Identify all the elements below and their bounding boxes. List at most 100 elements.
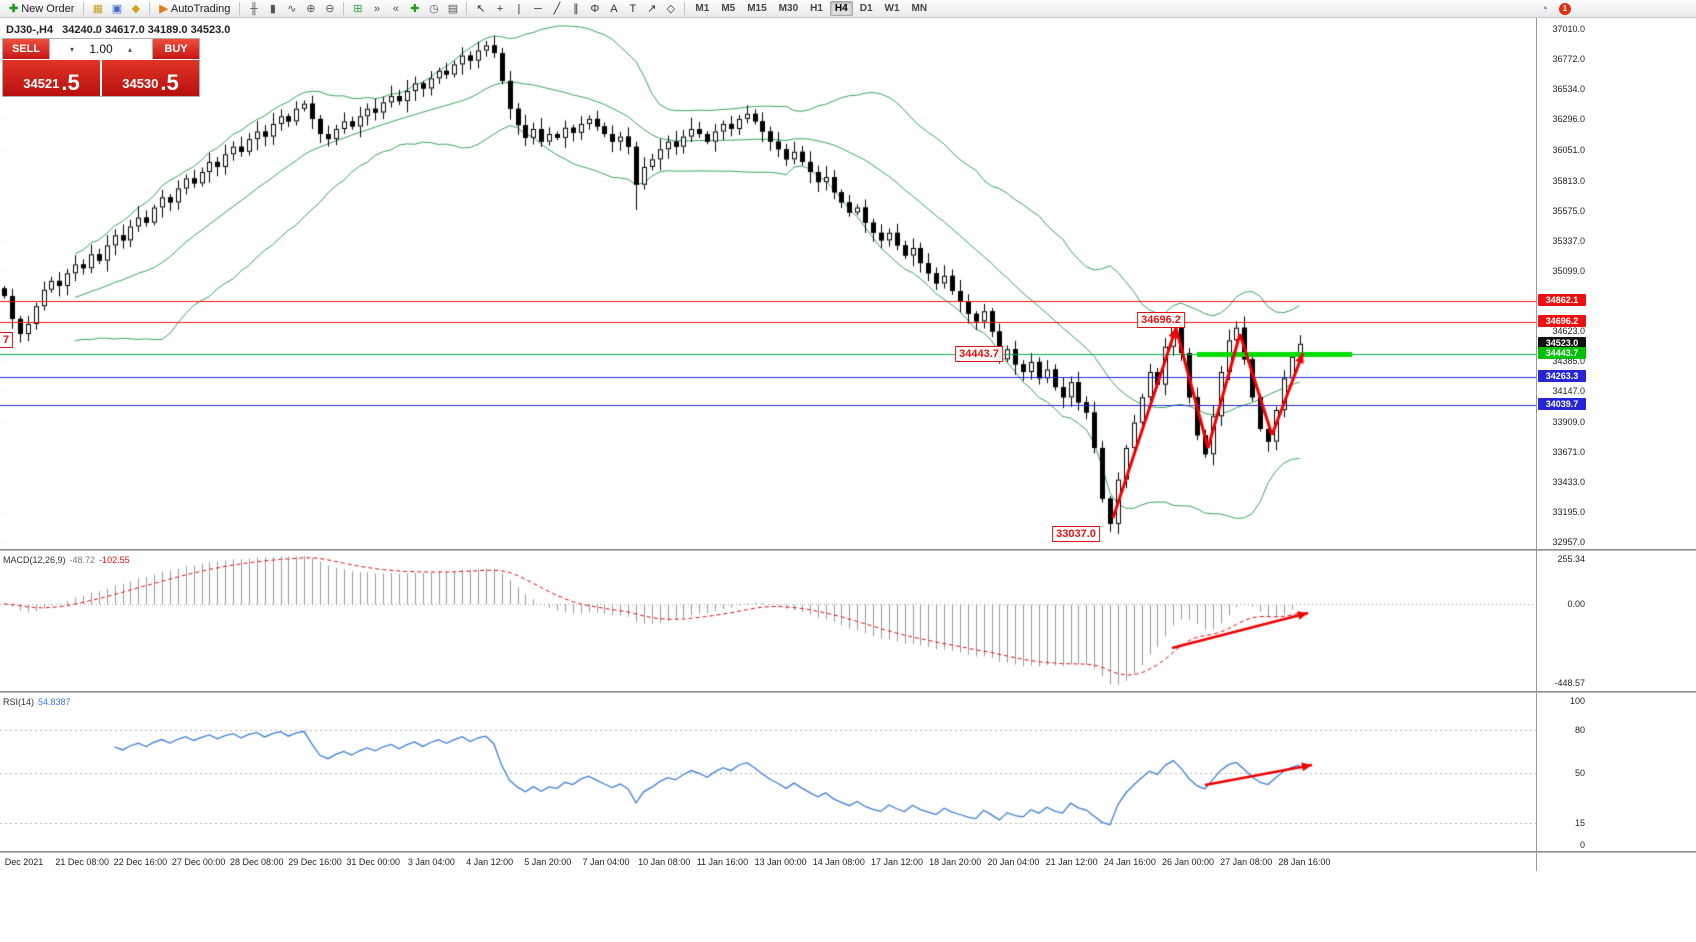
price-badge: 34523.0	[1538, 336, 1586, 349]
main-chart-canvas[interactable]	[0, 18, 1536, 549]
time-label: 21 Jan 12:00	[1045, 857, 1098, 867]
channel-icon[interactable]: ∥	[573, 3, 579, 15]
trade-panel-controls: SELL ▾ ▴ BUY	[3, 39, 199, 59]
macd-name: MACD(12,26,9)	[3, 555, 66, 565]
volume-decrease-button[interactable]: ▾	[69, 44, 74, 54]
macd-main-value: -48.72	[69, 555, 96, 565]
tile-windows-icon[interactable]: ⊞	[353, 3, 363, 15]
right-scale[interactable]: 37010.0 36772.0 36534.0 36296.0 36051.0 35813…	[1536, 0, 1696, 942]
new-order-button[interactable]: ✚ New Order	[4, 1, 79, 17]
price-tick: 35813.0	[1552, 175, 1585, 186]
profiles-icon[interactable]: ▣	[111, 3, 123, 15]
time-label: 7 Jan 04:00	[582, 857, 630, 867]
timeframe-w1[interactable]: W1	[884, 3, 900, 14]
symbol-label: DJ30-,H4	[6, 24, 54, 36]
price-tick: 33909.0	[1552, 416, 1585, 427]
timeframe-h4[interactable]: H4	[829, 1, 853, 16]
alerts-icon[interactable]: ◆	[131, 3, 141, 15]
zoom-out-icon[interactable]: ⊖	[325, 3, 335, 15]
cursor-icon[interactable]: ↖	[476, 3, 486, 15]
price-tick: 32957.0	[1552, 537, 1585, 547]
trendline-icon[interactable]: ╱	[553, 3, 561, 15]
candlestick-chart-icon[interactable]: ▮	[269, 3, 276, 15]
timeframe-m1[interactable]: M1	[695, 3, 710, 14]
record-badge[interactable]: 1	[1559, 2, 1571, 15]
rsi-canvas[interactable]	[0, 693, 1536, 851]
timeframe-h1[interactable]: H1	[810, 3, 823, 14]
buy-price-main: 34530	[122, 76, 159, 91]
sell-price-display[interactable]: 34521.5	[3, 60, 100, 96]
one-click-collapse-arrow[interactable]: ▴	[95, 26, 100, 35]
price-tick: 35575.0	[1552, 205, 1585, 216]
time-label: 27 Jan 08:00	[1220, 857, 1273, 867]
volume-input[interactable]	[77, 41, 125, 57]
indicators-icon[interactable]: ✚	[410, 3, 420, 15]
zoom-in-icon[interactable]: ⊕	[306, 3, 316, 15]
rsi-scale-tick: 80	[1574, 724, 1585, 735]
price-tick: 35099.0	[1552, 265, 1585, 276]
time-label: 11 Jan 16:00	[696, 857, 749, 867]
chart-shift-icon[interactable]: «	[392, 2, 399, 15]
ohlc-values: 34240.0 34617.0 34189.0 34523.0	[62, 24, 231, 36]
timeframe-mn[interactable]: MN	[911, 3, 928, 14]
periods-icon[interactable]: ◷	[429, 3, 439, 15]
rsi-scale-tick: 15	[1574, 818, 1585, 829]
volume-increase-button[interactable]: ▴	[128, 44, 133, 54]
new-order-label: New Order	[21, 2, 75, 15]
buy-price-display[interactable]: 34530.5	[100, 60, 199, 96]
toolbar: ✚ New Order ▦ ▣ ◆ ▶ AutoTrading ╫ ▮ ∿ ⊕ ⊖ ⊞ » « ✚ ◷…	[0, 0, 1696, 18]
horizontal-line-icon[interactable]: ─	[534, 2, 542, 15]
panel-divider[interactable]	[0, 549, 1696, 551]
toolbar-separator	[343, 2, 345, 15]
panel-divider[interactable]	[0, 851, 1696, 853]
rsi-label: RSI(14) 54.8387	[3, 697, 71, 707]
toolbar-separator	[684, 2, 686, 15]
crosshair-icon[interactable]: +	[496, 2, 504, 15]
autotrading-button[interactable]: ▶ AutoTrading	[154, 1, 235, 17]
shapes-icon[interactable]: ◇	[666, 3, 676, 15]
time-label: 21 Dec 08:00	[55, 857, 109, 867]
time-label: 31 Dec 00:00	[346, 857, 400, 867]
price-tick: 34623.0	[1552, 326, 1585, 337]
timeframe-m15[interactable]: M15	[747, 3, 767, 14]
timeframe-m5[interactable]: M5	[721, 3, 736, 14]
toolbar-right-icons: ◔ 1	[1535, 1, 1572, 17]
panel-divider[interactable]	[0, 691, 1696, 693]
buy-price-pips: .5	[160, 70, 179, 95]
time-label: 5 Jan 20:00	[524, 857, 572, 867]
sell-button[interactable]: SELL	[3, 39, 49, 59]
time-label: 14 Jan 08:00	[812, 857, 865, 867]
price-tick: 37010.0	[1552, 24, 1585, 34]
buy-button[interactable]: BUY	[153, 39, 199, 59]
time-label: 10 Jan 08:00	[638, 857, 691, 867]
timeframe-d1[interactable]: D1	[859, 3, 873, 14]
macd-scale-tick: -448.57	[1554, 678, 1585, 688]
time-label: 18 Jan 20:00	[929, 857, 982, 867]
time-label: 26 Jan 00:00	[1161, 857, 1215, 867]
rsi-scale-tick: 100	[1569, 696, 1585, 706]
bar-chart-icon[interactable]: ╫	[250, 2, 258, 15]
vertical-line-icon[interactable]: |	[517, 2, 521, 15]
time-label: 3 Jan 04:00	[407, 857, 455, 867]
price-badge: 34039.7	[1538, 397, 1586, 410]
line-chart-icon[interactable]: ∿	[287, 3, 297, 15]
text-icon[interactable]: A	[610, 2, 618, 15]
charts-icon[interactable]: ▦	[92, 3, 104, 15]
auto-scroll-icon[interactable]: »	[373, 2, 380, 15]
chart-ohlc-header: DJ30-,H4 34240.0 34617.0 34189.0 34523.0	[6, 24, 230, 36]
time-label: 22 Dec 16:00	[113, 857, 168, 867]
macd-canvas[interactable]	[0, 551, 1536, 691]
time-axis[interactable]: Dec 2021 21 Dec 08:00 22 Dec 16:00 27 Dec 0…	[0, 853, 1536, 871]
label-icon[interactable]: T	[629, 2, 637, 15]
history-icon[interactable]: ◔	[1541, 2, 1548, 15]
time-label: 27 Dec 00:00	[171, 857, 226, 867]
price-tick: 33671.0	[1552, 446, 1585, 457]
fibonacci-icon[interactable]: Φ	[590, 2, 600, 15]
templates-icon[interactable]: ▤	[447, 3, 459, 15]
toolbar-separator	[83, 2, 85, 15]
arrows-icon[interactable]: ↗	[647, 3, 657, 15]
timeframe-m30[interactable]: M30	[778, 3, 799, 14]
time-label: 28 Dec 08:00	[230, 857, 284, 867]
price-tick: 34385.0	[1552, 356, 1585, 367]
price-badge: 34696.2	[1538, 314, 1586, 327]
